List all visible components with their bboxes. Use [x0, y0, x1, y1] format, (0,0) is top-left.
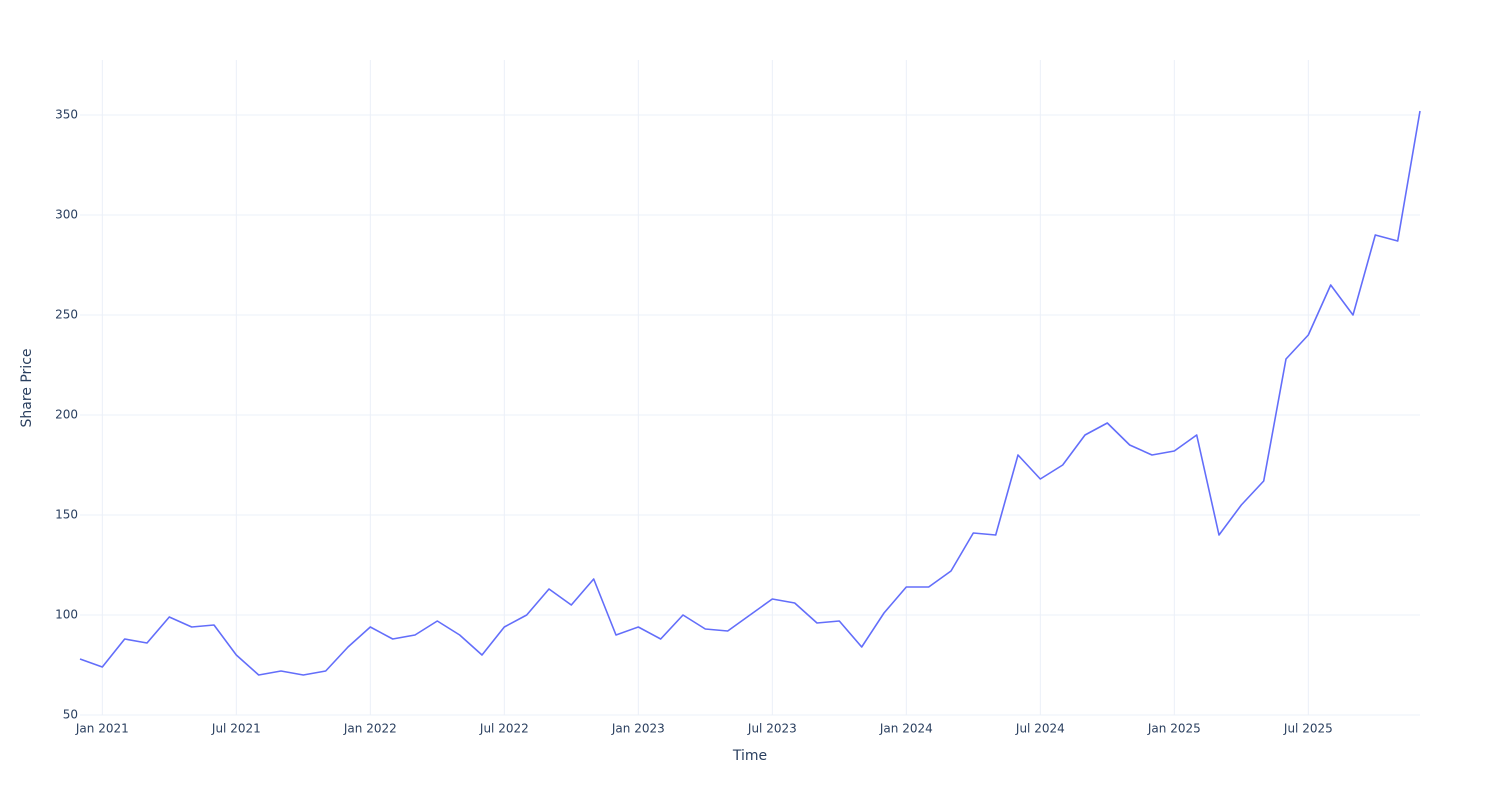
y-tick-label: 250 — [55, 308, 78, 322]
x-tick-label: Jan 2022 — [343, 722, 397, 736]
price-line — [79, 110, 1421, 676]
y-tick-label: 150 — [55, 508, 78, 522]
y-tick-label: 100 — [55, 608, 78, 622]
x-tick-label: Jan 2025 — [1147, 722, 1201, 736]
y-tick-label: 350 — [55, 108, 78, 122]
x-tick-label: Jul 2022 — [479, 722, 529, 736]
x-tick-label: Jul 2023 — [747, 722, 797, 736]
x-tick-label: Jan 2021 — [75, 722, 129, 736]
x-axis-title: Time — [732, 748, 767, 764]
x-tick-label: Jul 2021 — [211, 722, 261, 736]
y-axis-title: Share Price — [19, 348, 35, 427]
x-tick-label: Jul 2024 — [1015, 722, 1065, 736]
x-tick-label: Jan 2024 — [879, 722, 933, 736]
x-tick-label: Jan 2023 — [611, 722, 665, 736]
y-tick-label: 300 — [55, 208, 78, 222]
y-tick-label: 200 — [55, 408, 78, 422]
y-tick-label: 50 — [63, 708, 78, 722]
x-tick-label: Jul 2025 — [1283, 722, 1333, 736]
